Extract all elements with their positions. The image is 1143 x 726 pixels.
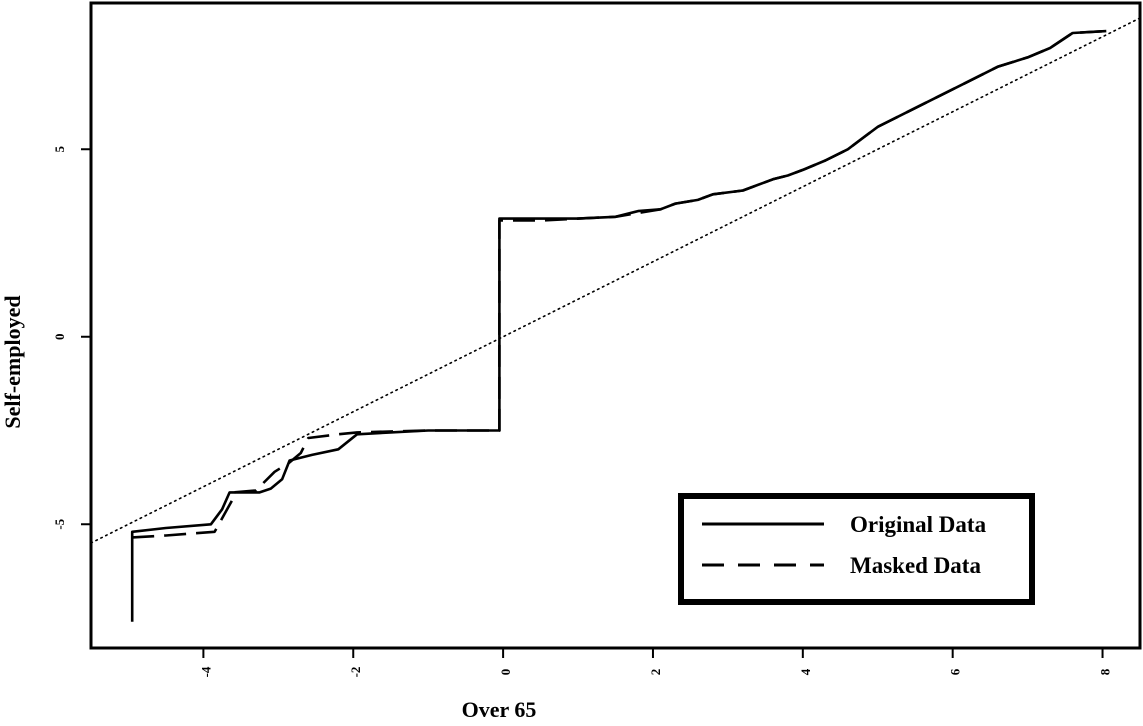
x-tick-label: 2	[648, 669, 663, 676]
legend: Original Data Masked Data	[678, 493, 1035, 605]
x-axis-title: Over 65	[462, 697, 537, 722]
reference-line-layer	[90, 17, 1141, 544]
x-axis-ticks: -4 -2 0 2 4 6 8	[198, 648, 1113, 678]
x-tick-label: -4	[198, 666, 213, 677]
y-tick-label: -5	[52, 518, 67, 529]
y-tick-label: 5	[52, 146, 67, 153]
y-axis-title: Self-employed	[0, 295, 25, 428]
plot-frame	[89, 1, 1142, 650]
x-tick-label: -2	[348, 667, 363, 678]
reference-line-y-equals-x	[90, 17, 1141, 544]
x-tick-label: 8	[1098, 668, 1113, 675]
x-tick-label: 6	[948, 668, 963, 675]
legend-box	[678, 493, 1035, 605]
x-tick-label: 4	[798, 668, 813, 675]
legend-label-original: Original Data	[850, 512, 987, 537]
series-layer	[130, 29, 1107, 622]
y-tick-label: 0	[52, 334, 67, 341]
y-axis-ticks: -5 0 5	[52, 146, 91, 530]
x-tick-label: 0	[498, 669, 513, 676]
series-line-masked-data	[132, 29, 1107, 539]
legend-label-masked: Masked Data	[850, 553, 981, 578]
